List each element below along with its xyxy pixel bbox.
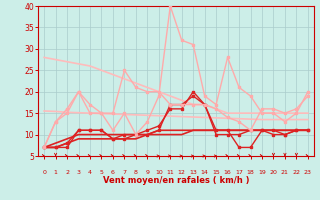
X-axis label: Vent moyen/en rafales ( km/h ): Vent moyen/en rafales ( km/h )	[103, 176, 249, 185]
